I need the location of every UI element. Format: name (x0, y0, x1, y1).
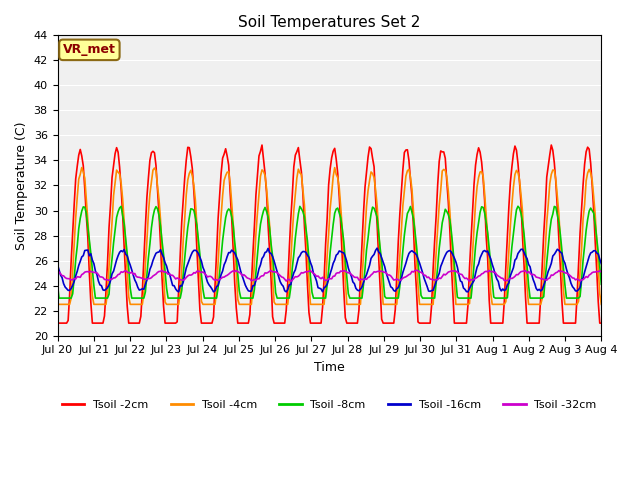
Tsoil -4cm (217, 213, 225, 218)
Tsoil -2cm (234, 320, 242, 326)
Tsoil -32cm (570, 275, 578, 281)
Tsoil -16cm (54, 262, 61, 268)
Line: Tsoil -2cm: Tsoil -2cm (58, 145, 601, 323)
Tsoil -16cm (217, 272, 225, 277)
Tsoil -32cm (243, 275, 251, 280)
Tsoil -8cm (54, 282, 61, 288)
Tsoil -2cm (120, 244, 128, 250)
Tsoil -8cm (597, 281, 605, 287)
Tsoil -16cm (120, 247, 128, 252)
Tsoil -16cm (236, 263, 243, 269)
Y-axis label: Soil Temperature (C): Soil Temperature (C) (15, 121, 28, 250)
Tsoil -4cm (78, 165, 86, 170)
Tsoil -8cm (293, 222, 301, 228)
Legend: Tsoil -2cm, Tsoil -4cm, Tsoil -8cm, Tsoil -16cm, Tsoil -32cm: Tsoil -2cm, Tsoil -4cm, Tsoil -8cm, Tsoi… (58, 395, 601, 414)
Tsoil -2cm (54, 320, 61, 326)
Tsoil -2cm (243, 320, 251, 326)
Line: Tsoil -16cm: Tsoil -16cm (58, 248, 601, 292)
Tsoil -32cm (54, 269, 61, 275)
Title: Soil Temperatures Set 2: Soil Temperatures Set 2 (238, 15, 420, 30)
Tsoil -4cm (569, 301, 577, 307)
Text: VR_met: VR_met (63, 43, 116, 56)
Tsoil -32cm (597, 269, 605, 275)
Line: Tsoil -32cm: Tsoil -32cm (58, 270, 601, 281)
X-axis label: Time: Time (314, 361, 345, 374)
Tsoil -8cm (570, 295, 578, 301)
Tsoil -16cm (244, 288, 252, 294)
Tsoil -32cm (234, 269, 242, 275)
Tsoil -2cm (291, 152, 299, 158)
Tsoil -32cm (413, 267, 420, 273)
Tsoil -32cm (216, 276, 223, 282)
Tsoil -8cm (514, 204, 522, 209)
Tsoil -16cm (175, 289, 182, 295)
Tsoil -16cm (293, 261, 301, 266)
Tsoil -2cm (547, 142, 555, 148)
Tsoil -16cm (597, 261, 605, 266)
Tsoil -8cm (55, 295, 63, 301)
Tsoil -2cm (569, 320, 577, 326)
Tsoil -8cm (122, 236, 129, 242)
Tsoil -32cm (287, 278, 294, 284)
Tsoil -8cm (236, 288, 243, 294)
Tsoil -2cm (597, 320, 605, 326)
Tsoil -4cm (236, 301, 243, 307)
Tsoil -4cm (293, 175, 301, 181)
Line: Tsoil -8cm: Tsoil -8cm (58, 206, 601, 298)
Line: Tsoil -4cm: Tsoil -4cm (58, 168, 601, 304)
Tsoil -32cm (120, 268, 128, 274)
Tsoil -8cm (244, 295, 252, 301)
Tsoil -16cm (570, 286, 578, 291)
Tsoil -4cm (122, 240, 129, 246)
Tsoil -32cm (293, 274, 301, 280)
Tsoil -4cm (54, 301, 61, 307)
Tsoil -2cm (216, 193, 223, 199)
Tsoil -4cm (597, 301, 605, 307)
Tsoil -8cm (217, 253, 225, 259)
Tsoil -16cm (373, 245, 381, 251)
Tsoil -4cm (244, 301, 252, 307)
